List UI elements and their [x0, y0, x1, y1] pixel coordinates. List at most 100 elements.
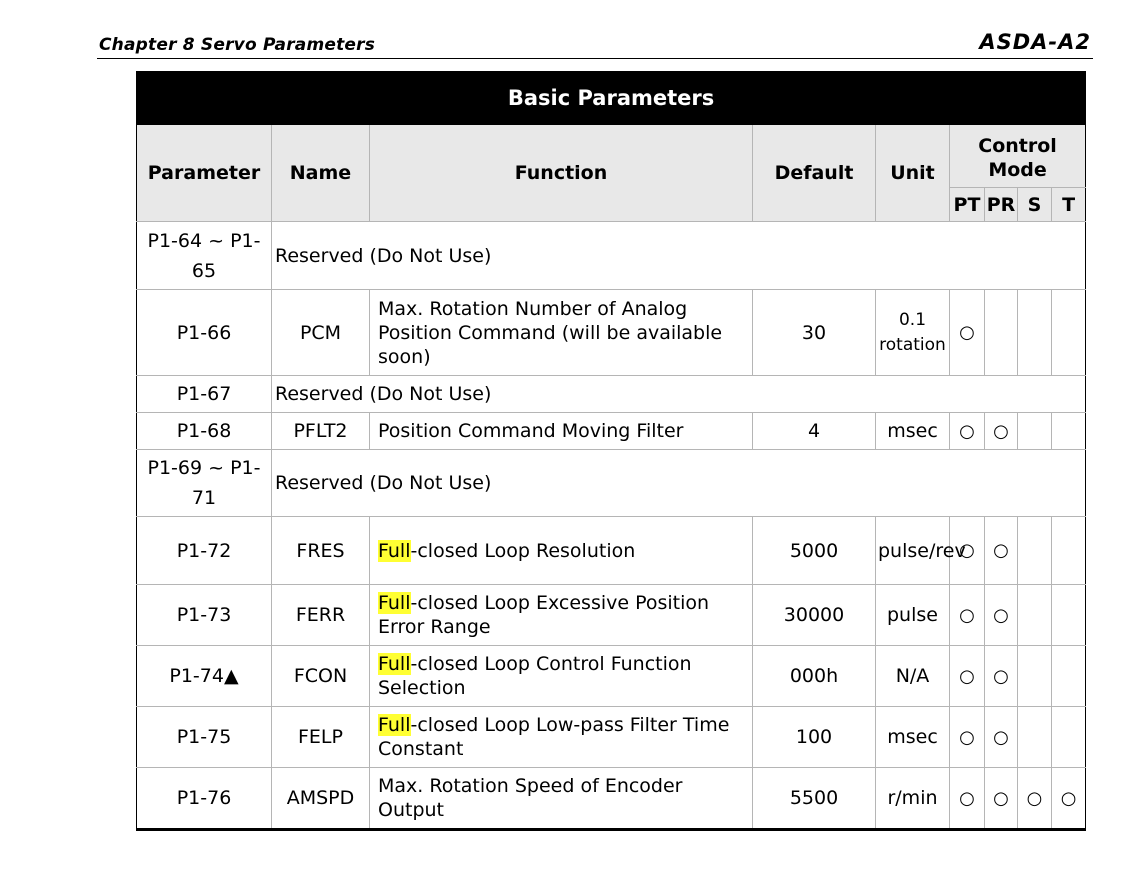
pr-mark: ○	[984, 645, 1018, 707]
t-mark	[1050, 412, 1087, 450]
function-cell: Full-closed Loop Control Function Select…	[369, 645, 753, 707]
t-mark	[1050, 706, 1087, 768]
default-cell: 5500	[752, 767, 876, 831]
s-mark	[1017, 706, 1052, 768]
pr-mark: ○	[984, 706, 1018, 768]
default-cell: 4	[752, 412, 876, 450]
s-mark	[1017, 412, 1052, 450]
pr-mark: ○	[984, 412, 1018, 450]
default-cell: 100	[752, 706, 876, 768]
param-cell: P1-64 ~ P1-65	[136, 221, 272, 290]
name-cell: FRES	[271, 516, 370, 585]
mode-header-row: PT PR S T	[137, 187, 1087, 222]
col-header-name: Name	[271, 124, 370, 222]
reserved-cell: Reserved (Do Not Use)	[270, 221, 1087, 290]
pr-mark: ○	[984, 767, 1018, 831]
pt-mark: ○	[949, 289, 985, 376]
col-header-unit: Unit	[875, 124, 950, 222]
function-text: -closed Loop Low-pass Filter Time Consta…	[378, 714, 730, 760]
asda-a2-logo: ASDA-A2	[979, 30, 1091, 54]
reserved-cell: Reserved (Do Not Use)	[270, 449, 1087, 517]
pr-mark: ○	[984, 516, 1018, 585]
highlight-full: Full	[378, 592, 411, 614]
default-cell: 30000	[752, 584, 876, 646]
s-mark	[1017, 516, 1052, 585]
table-title-row: Basic Parameters	[135, 71, 1087, 125]
col-header-function: Function	[369, 124, 753, 222]
unit-cell: 0.1 rotation	[875, 289, 950, 376]
col-header-parameter: Parameter	[136, 124, 272, 222]
default-cell: 000h	[752, 645, 876, 707]
pt-mark: ○	[949, 706, 985, 768]
t-mark	[1050, 584, 1087, 646]
table-row: P1-75 FELP Full-closed Loop Low-pass Fil…	[136, 706, 1087, 768]
chapter-title: Chapter 8 Servo Parameters	[99, 35, 376, 55]
pt-mark: ○	[949, 584, 985, 646]
param-cell: P1-76	[136, 767, 272, 831]
param-cell: P1-66	[136, 289, 272, 376]
function-cell: Full-closed Loop Low-pass Filter Time Co…	[369, 706, 753, 768]
pt-mark: ○	[949, 516, 985, 585]
t-mark	[1050, 289, 1087, 376]
table-row: P1-73 FERR Full-closed Loop Excessive Po…	[136, 584, 1087, 646]
pt-mark: ○	[949, 767, 985, 831]
highlight-full: Full	[378, 653, 411, 675]
pt-mark: ○	[949, 412, 985, 450]
param-cell: P1-74▲	[136, 645, 272, 707]
reserved-cell: Reserved (Do Not Use)	[270, 375, 1087, 413]
default-cell: 30	[752, 289, 876, 376]
basic-parameters-table: Basic Parameters Parameter Name Function…	[135, 71, 1087, 831]
pr-mark: ○	[984, 584, 1018, 646]
function-cell: Full-closed Loop Resolution	[369, 516, 753, 585]
col-header-s: S	[1017, 187, 1052, 222]
col-header-t: T	[1050, 187, 1087, 222]
name-cell: FERR	[271, 584, 370, 646]
col-header-pr: PR	[984, 187, 1018, 222]
s-mark	[1017, 645, 1052, 707]
name-cell: FELP	[271, 706, 370, 768]
unit-cell: msec	[875, 706, 950, 768]
table-row: P1-67 Reserved (Do Not Use)	[136, 375, 1087, 413]
unit-cell: pulse	[875, 584, 950, 646]
table-row: P1-68 PFLT2 Position Command Moving Filt…	[136, 412, 1087, 450]
param-cell: P1-72	[136, 516, 272, 585]
unit-cell: pulse/rev	[875, 516, 966, 585]
table-row: P1-76 AMSPD Max. Rotation Speed of Encod…	[136, 767, 1087, 831]
name-cell: PCM	[271, 289, 370, 376]
col-header-pt: PT	[949, 187, 985, 222]
function-cell: Max. Rotation Speed of Encoder Output	[369, 767, 753, 831]
unit-cell: N/A	[875, 645, 950, 707]
table-row: P1-64 ~ P1-65 Reserved (Do Not Use)	[136, 221, 1087, 290]
table-title: Basic Parameters	[135, 71, 1087, 125]
unit-cell: msec	[875, 412, 950, 450]
function-text: -closed Loop Excessive Position Error Ra…	[378, 592, 710, 638]
name-cell: PFLT2	[271, 412, 370, 450]
highlight-full: Full	[378, 539, 411, 562]
table-row: P1-72 FRES Full-closed Loop Resolution 5…	[136, 516, 1087, 585]
t-mark	[1050, 516, 1087, 585]
function-text: -closed Loop Resolution	[410, 539, 636, 562]
function-cell: Max. Rotation Number of Analog Position …	[369, 289, 753, 376]
table-row: P1-74▲ FCON Full-closed Loop Control Fun…	[136, 645, 1087, 707]
s-mark	[1017, 584, 1052, 646]
param-cell: P1-67	[136, 375, 272, 413]
header-row: Parameter Name Function Default Unit Con…	[136, 124, 1087, 222]
pr-mark	[984, 289, 1018, 376]
name-cell: AMSPD	[271, 767, 370, 831]
default-cell: 5000	[752, 516, 876, 585]
function-cell: Full-closed Loop Excessive Position Erro…	[369, 584, 753, 646]
pt-mark: ○	[949, 645, 985, 707]
t-mark: ○	[1050, 767, 1087, 831]
function-cell: Position Command Moving Filter	[369, 412, 753, 450]
page-header: Chapter 8 Servo Parameters ASDA-A2	[97, 30, 1093, 59]
col-header-default: Default	[752, 124, 876, 222]
highlight-full: Full	[378, 714, 411, 736]
function-text: -closed Loop Control Function Selection	[378, 653, 692, 699]
s-mark: ○	[1017, 767, 1052, 831]
s-mark	[1017, 289, 1052, 376]
param-cell: P1-73	[136, 584, 272, 646]
param-cell: P1-75	[136, 706, 272, 768]
table-row: P1-66 PCM Max. Rotation Number of Analog…	[136, 289, 1087, 376]
unit-cell: r/min	[875, 767, 950, 831]
t-mark	[1050, 645, 1087, 707]
